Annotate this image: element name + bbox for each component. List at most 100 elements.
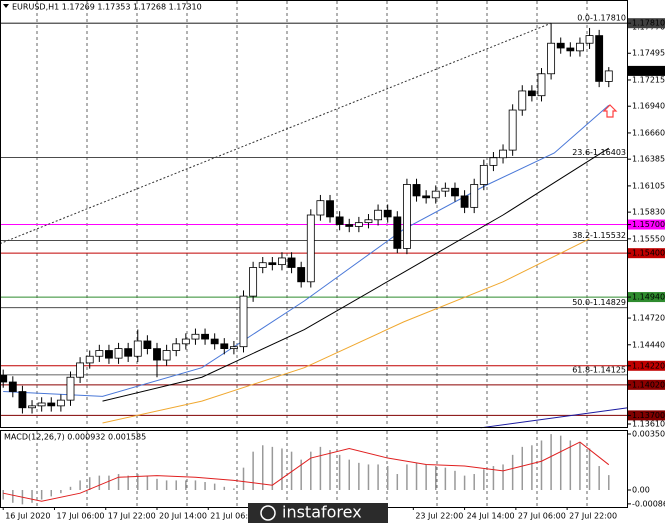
candle-body xyxy=(489,157,498,166)
candle-body xyxy=(595,35,604,82)
undefined: 1.17215 xyxy=(632,75,665,84)
watermark: instaforex xyxy=(248,503,388,523)
candle-body xyxy=(18,391,27,409)
fibo-label: 61.8-1.14125 xyxy=(572,365,626,374)
undefined: 1.16105 xyxy=(632,181,665,190)
signal-line xyxy=(3,441,610,502)
candle-body xyxy=(412,184,421,197)
candle-body xyxy=(402,184,411,249)
level-label: 1.13700 xyxy=(632,411,665,420)
x-tick-label: 24 Jul 14:00 xyxy=(467,512,515,521)
level-label-box xyxy=(628,292,665,303)
candle-body xyxy=(56,399,65,407)
candle-body xyxy=(499,149,507,159)
candle-body xyxy=(354,222,363,227)
candle-body xyxy=(383,209,392,218)
candle-body xyxy=(66,376,75,401)
x-tick-label: 21 Jul 06:00 xyxy=(210,512,258,521)
candle-body xyxy=(114,348,123,359)
candle-body xyxy=(95,350,104,357)
candle-body xyxy=(335,216,344,225)
candle-body xyxy=(0,374,8,383)
candle-body xyxy=(239,295,248,348)
candle-body xyxy=(460,195,469,208)
undefined: 0.003506 xyxy=(632,429,665,438)
candle-body xyxy=(451,187,459,197)
candle-body xyxy=(316,200,325,216)
level-label-box xyxy=(628,410,665,421)
moving-average xyxy=(3,104,610,397)
candle-body xyxy=(47,402,56,407)
level-label: 1.14940 xyxy=(632,293,665,302)
level-label: 1.15400 xyxy=(632,249,665,258)
level-label-box xyxy=(628,360,665,371)
trend-line xyxy=(480,407,629,429)
arrow-marker xyxy=(602,104,618,118)
x-tick-label: 27 Jul 22:00 xyxy=(569,512,617,521)
candle-body xyxy=(422,195,431,199)
watermark-text: instaforex xyxy=(282,503,362,522)
candle-body xyxy=(306,214,315,283)
candle-body xyxy=(8,381,17,392)
candle-body xyxy=(153,348,161,361)
candle-body xyxy=(268,262,277,266)
fibo-label: 50.0-1.14829 xyxy=(572,298,626,307)
candle-body xyxy=(287,257,296,268)
undefined: 1.16385 xyxy=(632,155,665,164)
fibo-label: 38.2-1.15532 xyxy=(572,231,626,240)
candle-body xyxy=(537,73,546,97)
trend-line xyxy=(0,22,552,245)
watermark-logo xyxy=(260,505,276,521)
undefined: 1.13610 xyxy=(632,419,665,428)
candle-body xyxy=(479,164,488,185)
fibo-label: 0.0-1.17810 xyxy=(577,14,626,23)
level-label-box xyxy=(628,248,665,259)
candle-body xyxy=(162,350,171,361)
candle-body xyxy=(181,338,190,345)
x-tick-label: 23 Jul 22:00 xyxy=(415,512,463,521)
watermark-bg xyxy=(248,503,388,523)
candle-body xyxy=(518,90,527,111)
candle-body xyxy=(220,343,229,350)
candle-body xyxy=(105,350,113,359)
candle-body xyxy=(191,333,200,340)
undefined: -0.000868 xyxy=(632,499,665,508)
level-label: 1.14020 xyxy=(632,380,665,389)
moving-average xyxy=(102,147,610,402)
x-tick-label: 27 Jul 06:00 xyxy=(518,512,566,521)
level-label: 1.15700 xyxy=(632,220,665,229)
undefined: 1.17495 xyxy=(632,49,665,58)
macd-title: MACD(12,26,7) 0.000932 0.001585 xyxy=(4,433,146,442)
level-label-box xyxy=(628,219,665,230)
candle-body xyxy=(229,346,238,350)
x-tick-label: 16 Jul 2020 xyxy=(5,512,50,521)
candle-body xyxy=(297,267,306,283)
menu-icon xyxy=(3,4,9,8)
candle-body xyxy=(374,209,383,221)
undefined: 1.15550 xyxy=(632,234,665,243)
x-tick-label: 20 Jul 14:00 xyxy=(159,512,207,521)
undefined: 1.16940 xyxy=(632,102,665,111)
level-label: 1.14220 xyxy=(632,361,665,370)
candle-body xyxy=(124,348,133,357)
candle-body xyxy=(441,187,450,192)
x-tick-label: 17 Jul 22:00 xyxy=(108,512,156,521)
candle-body xyxy=(393,216,402,249)
undefined: 1.15830 xyxy=(632,208,665,217)
candle-body xyxy=(210,338,219,345)
x-tick-label: 17 Jul 06:00 xyxy=(56,512,104,521)
moving-average xyxy=(102,238,590,424)
candle-body xyxy=(278,257,286,266)
candle-body xyxy=(37,402,46,407)
candle-body xyxy=(143,340,152,350)
candle-body xyxy=(431,190,440,199)
candle-body xyxy=(604,70,613,82)
candle-body xyxy=(258,262,267,268)
undefined: 0.00 xyxy=(632,486,650,495)
price-frame xyxy=(0,0,628,428)
undefined: 1.14440 xyxy=(632,340,665,349)
plot: 1.177701.174951.172151.169401.166601.163… xyxy=(0,14,665,521)
candle-body xyxy=(556,42,565,49)
last-price-label: 1.17310 xyxy=(632,66,665,75)
